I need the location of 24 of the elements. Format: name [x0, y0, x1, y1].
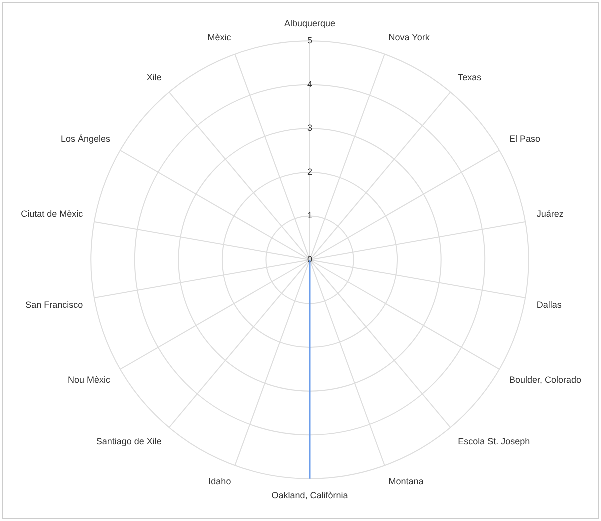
spoke-label: Xile — [146, 72, 162, 83]
spoke-label: San Francisco — [26, 300, 84, 310]
spoke-label: El Paso — [510, 134, 541, 144]
spoke-label: Juárez — [536, 209, 564, 220]
spoke-label: Idaho — [208, 476, 232, 486]
y-tick-label: 2 — [307, 166, 313, 177]
y-tick-label: 3 — [307, 123, 313, 134]
spoke-label: Nova York — [388, 32, 430, 43]
spoke-label: Mèxic — [208, 32, 232, 43]
y-tick-label: 0 — [307, 254, 313, 264]
spoke-label: Boulder, Colorado — [510, 375, 582, 386]
spoke-label: Santiago de Xile — [96, 436, 162, 446]
spoke-label: Albuquerque — [284, 18, 336, 29]
spoke-label: Los Ángeles — [60, 134, 111, 144]
spoke-label: Montana — [388, 476, 424, 486]
spoke-label: Ciutat de Mèxic — [21, 209, 84, 220]
y-tick-label: 5 — [307, 36, 313, 46]
spoke-label: Nou Mèxic — [68, 375, 111, 386]
spoke-label: Dallas — [536, 300, 562, 310]
spoke-label: Escola St. Joseph — [458, 436, 530, 446]
y-tick-label: 4 — [307, 79, 313, 90]
y-tick-label: 1 — [307, 210, 313, 221]
spoke-label: Oakland, Califòrnia — [272, 490, 348, 500]
spoke-label: Texas — [458, 72, 482, 83]
